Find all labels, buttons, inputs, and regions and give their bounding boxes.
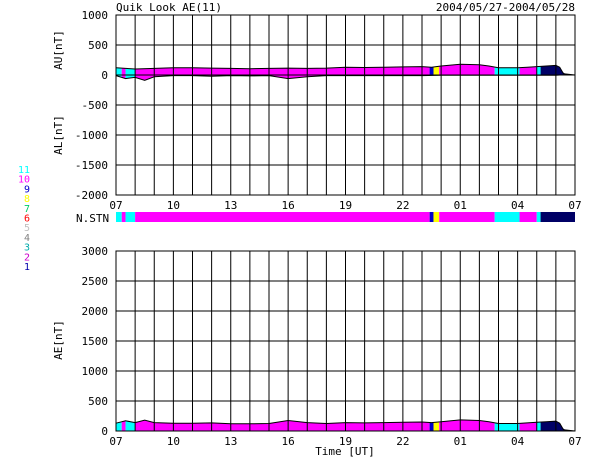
aual-x-tick-label: 01 [454,199,467,212]
legend-entry-3: 3 [24,243,30,254]
station-bar-segment-9 [536,212,541,222]
aual-y-tick-label: -500 [82,99,109,112]
station-bar-segment-5 [433,212,440,222]
aual-area-segment-9 [536,66,541,76]
ae-y-tick-label: 2500 [82,275,109,288]
station-bar-segment-6 [439,212,495,222]
aual-area-segment-3 [135,66,430,81]
al-axis-label: AL[nT] [52,115,65,155]
aual-x-tick-label: 22 [396,199,409,212]
aual-y-tick-label: 500 [88,39,108,52]
station-bar-segment-2 [125,212,136,222]
station-count-bar: N.STN [76,212,575,225]
ae-x-tick-label: 07 [568,435,581,448]
ae-area-segment-6 [439,419,495,431]
aual-area-segment-7 [494,67,520,76]
ae-y-tick-label: 500 [88,395,108,408]
legend-entry-10: 10 [18,175,30,186]
ae-area-segment-4 [429,422,434,431]
ae-area-segment-0 [116,421,122,431]
ae-area-segment-10 [540,421,575,431]
aual-y-tick-label: 1000 [82,9,109,22]
aual-y-tick-label: -1500 [75,159,108,172]
aual-area-segment-5 [433,66,440,76]
ae-y-tick-label: 1500 [82,335,109,348]
legend-entry-9: 9 [24,184,30,195]
aual-x-tick-label: 19 [339,199,352,212]
aual-area-segment-2 [125,68,136,79]
legend-entry-7: 7 [24,204,30,215]
aual-x-tick-label: 04 [511,199,525,212]
figure-title: Quik Look AE(11) [116,1,222,14]
ae-area-segment-2 [125,420,136,431]
legend-entry-5: 5 [24,223,30,234]
aual-x-tick-label: 07 [568,199,581,212]
legend-entry-11: 11 [18,165,30,176]
legend-entry-4: 4 [24,233,30,244]
ae-area-segment-7 [494,422,520,431]
ae-y-tick-label: 2000 [82,305,109,318]
ae-y-tick-label: 1000 [82,365,109,378]
ae-area-segment-8 [519,422,537,431]
ae-y-tick-label: 3000 [82,245,109,258]
au-axis-label: AU[nT] [52,30,65,70]
ae-x-tick-label: 01 [454,435,467,448]
station-bar-segment-4 [429,212,434,222]
x-axis-label: Time [UT] [315,445,375,458]
station-bar-segment-8 [519,212,537,222]
aual-x-tick-label: 13 [224,199,237,212]
ae-plot-frame [115,250,576,432]
aual-area-segment-10 [540,65,575,76]
legend-entry-2: 2 [24,252,30,263]
aual-x-tick-label: 16 [282,199,295,212]
aual-y-tick-label: 0 [101,69,108,82]
ae-area-segment-5 [433,421,440,431]
station-bar-segment-1 [121,212,126,222]
aual-y-tick-label: -1000 [75,129,108,142]
station-bar-label: N.STN [76,212,109,225]
aual-au-line [115,63,576,76]
aual-y-tick-label: -2000 [75,189,108,202]
legend-entry-6: 6 [24,214,30,225]
aual-area-segment-1 [121,68,126,79]
ae-x-tick-label: 04 [511,435,525,448]
aual-area-segment-6 [439,64,495,76]
ae-axis-label: AE[nT] [52,320,65,360]
station-bar-segment-0 [116,212,122,222]
aual-plot-frame [115,14,576,196]
aual-area-segment-8 [519,66,537,76]
legend-entry-8: 8 [24,194,30,205]
ae-x-tick-label: 22 [396,435,409,448]
legend-entry-1: 1 [24,262,30,273]
station-bar-segment-10 [540,212,575,222]
ae-x-tick-label: 07 [109,435,122,448]
ae-y-tick-label: 0 [101,425,108,438]
ae-area-segment-9 [536,422,541,431]
ae-x-tick-label: 19 [339,435,352,448]
date-range: 2004/05/27-2004/05/28 [436,1,575,14]
ae-x-tick-label: 13 [224,435,237,448]
ae-area-segment-1 [121,420,126,431]
ae-x-tick-label: 16 [282,435,295,448]
ae-x-tick-label: 10 [167,435,180,448]
station-bar-segment-3 [135,212,430,222]
aual-area-segment-4 [429,67,434,76]
aual-x-tick-label: 07 [109,199,122,212]
station-bar-segment-7 [494,212,520,222]
aual-x-tick-label: 10 [167,199,180,212]
